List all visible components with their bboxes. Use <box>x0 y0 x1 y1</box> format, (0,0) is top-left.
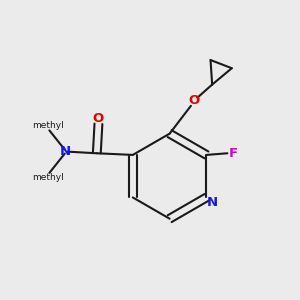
Text: O: O <box>188 94 200 107</box>
Text: methyl: methyl <box>32 173 64 182</box>
Text: N: N <box>60 145 71 158</box>
Text: F: F <box>229 147 238 160</box>
Text: methyl: methyl <box>32 121 64 130</box>
Text: N: N <box>207 196 218 208</box>
Text: O: O <box>93 112 104 125</box>
